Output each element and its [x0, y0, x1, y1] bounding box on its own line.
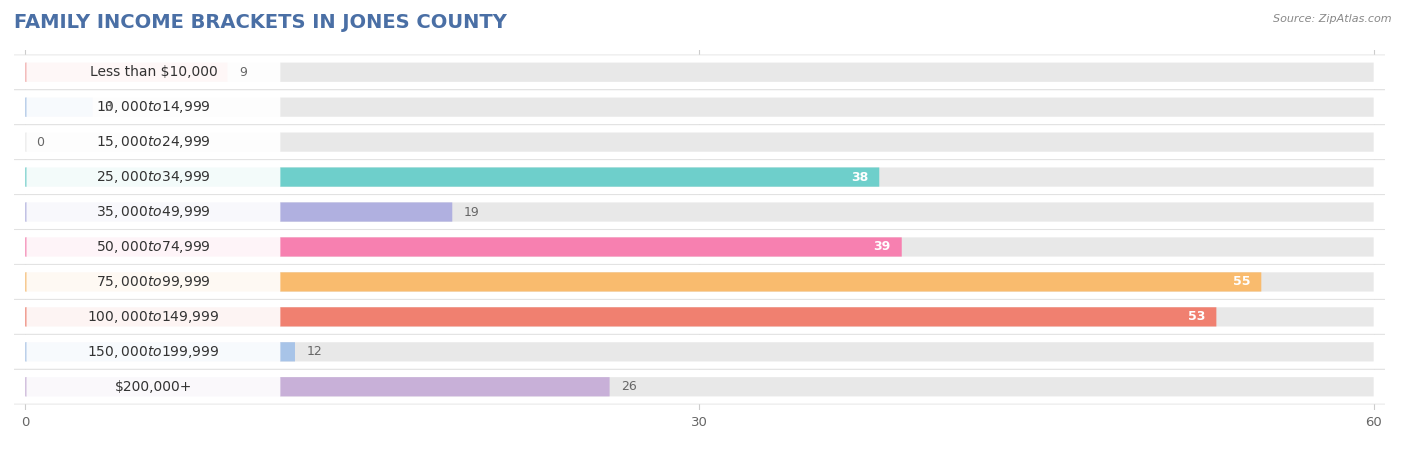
FancyBboxPatch shape: [3, 160, 1396, 194]
FancyBboxPatch shape: [25, 342, 1374, 361]
Text: 0: 0: [37, 135, 45, 148]
FancyBboxPatch shape: [3, 125, 1396, 159]
FancyBboxPatch shape: [25, 377, 610, 396]
Text: $15,000 to $24,999: $15,000 to $24,999: [96, 134, 211, 150]
FancyBboxPatch shape: [25, 272, 1261, 292]
FancyBboxPatch shape: [27, 198, 280, 225]
FancyBboxPatch shape: [3, 90, 1396, 125]
FancyBboxPatch shape: [25, 167, 879, 187]
FancyBboxPatch shape: [25, 132, 1374, 152]
FancyBboxPatch shape: [25, 63, 1374, 82]
Text: Less than $10,000: Less than $10,000: [90, 65, 218, 79]
Text: 9: 9: [239, 66, 246, 79]
Text: $200,000+: $200,000+: [115, 380, 193, 394]
FancyBboxPatch shape: [27, 374, 280, 400]
Text: 26: 26: [621, 380, 637, 393]
Text: 53: 53: [1188, 310, 1205, 324]
FancyBboxPatch shape: [25, 98, 93, 117]
FancyBboxPatch shape: [25, 202, 1374, 222]
Text: $150,000 to $199,999: $150,000 to $199,999: [87, 344, 219, 360]
Text: 3: 3: [104, 101, 112, 114]
FancyBboxPatch shape: [3, 230, 1396, 264]
FancyBboxPatch shape: [25, 98, 1374, 117]
FancyBboxPatch shape: [25, 307, 1216, 327]
Text: $75,000 to $99,999: $75,000 to $99,999: [96, 274, 211, 290]
FancyBboxPatch shape: [25, 63, 228, 82]
FancyBboxPatch shape: [27, 338, 280, 365]
FancyBboxPatch shape: [3, 195, 1396, 230]
FancyBboxPatch shape: [25, 377, 1374, 396]
FancyBboxPatch shape: [25, 342, 295, 361]
FancyBboxPatch shape: [25, 237, 901, 256]
FancyBboxPatch shape: [25, 272, 1374, 292]
FancyBboxPatch shape: [3, 265, 1396, 299]
Text: 38: 38: [851, 171, 868, 184]
Text: 55: 55: [1233, 275, 1250, 288]
FancyBboxPatch shape: [3, 334, 1396, 369]
FancyBboxPatch shape: [3, 55, 1396, 90]
FancyBboxPatch shape: [25, 307, 1374, 327]
FancyBboxPatch shape: [27, 269, 280, 295]
Text: 12: 12: [307, 345, 322, 358]
FancyBboxPatch shape: [3, 369, 1396, 404]
Text: $100,000 to $149,999: $100,000 to $149,999: [87, 309, 219, 325]
Text: 19: 19: [464, 206, 479, 219]
Text: $50,000 to $74,999: $50,000 to $74,999: [96, 239, 211, 255]
FancyBboxPatch shape: [27, 94, 280, 121]
FancyBboxPatch shape: [25, 237, 1374, 256]
FancyBboxPatch shape: [27, 234, 280, 261]
FancyBboxPatch shape: [27, 59, 280, 86]
FancyBboxPatch shape: [25, 202, 453, 222]
FancyBboxPatch shape: [27, 303, 280, 330]
FancyBboxPatch shape: [27, 129, 280, 156]
FancyBboxPatch shape: [3, 300, 1396, 334]
Text: FAMILY INCOME BRACKETS IN JONES COUNTY: FAMILY INCOME BRACKETS IN JONES COUNTY: [14, 14, 508, 32]
FancyBboxPatch shape: [27, 164, 280, 190]
Text: Source: ZipAtlas.com: Source: ZipAtlas.com: [1274, 14, 1392, 23]
Text: $35,000 to $49,999: $35,000 to $49,999: [96, 204, 211, 220]
Text: $10,000 to $14,999: $10,000 to $14,999: [96, 99, 211, 115]
Text: 39: 39: [873, 240, 890, 253]
FancyBboxPatch shape: [25, 167, 1374, 187]
Text: $25,000 to $34,999: $25,000 to $34,999: [96, 169, 211, 185]
